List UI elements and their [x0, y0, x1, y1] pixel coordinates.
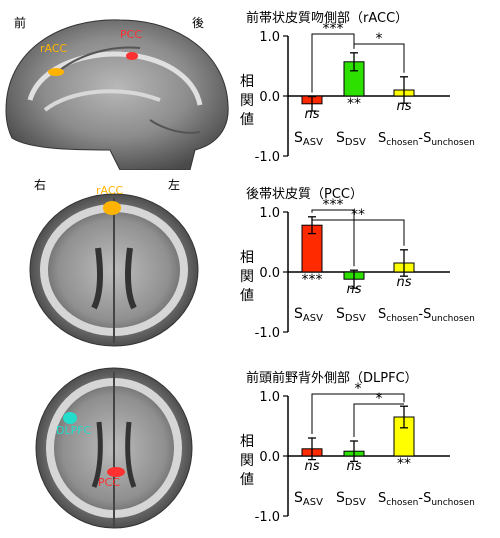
racc-axial-label: rACC	[96, 184, 124, 197]
y-tick-label-2-0: 1.0	[259, 206, 280, 221]
pcc-roi-marker	[126, 52, 138, 60]
category-label-asv-2: SASV	[294, 306, 323, 324]
chart-title-2: 後帯状皮質（PCC）	[246, 187, 363, 202]
racc-roi-marker	[48, 68, 64, 76]
sig-mark-dsv-2: ns	[346, 282, 361, 297]
y-tick-label-2-1: 0.0	[259, 266, 280, 281]
sig-mark-chosen-2: ns	[396, 275, 411, 290]
category-label-dsv-2: SDSV	[336, 306, 366, 324]
comparison-bracket-2-0	[311, 209, 355, 267]
ylabel-char-3-0: 相	[240, 434, 254, 450]
pcc-axial-marker	[107, 467, 125, 477]
y-tick-label-2-2: -1.0	[255, 326, 280, 341]
ylabel-char-2-2: 値	[240, 288, 254, 304]
left-label: 左	[168, 178, 181, 192]
category-label-chosen-1: Schosen-Sunchosen	[378, 131, 475, 148]
comparison-label-3-0: *	[355, 381, 362, 397]
ylabel-char-1-2: 値	[240, 112, 254, 128]
racc-roi-label: rACC	[40, 42, 68, 55]
axial-brain-image-2	[35, 367, 193, 529]
pcc-roi-label: PCC	[120, 28, 142, 41]
ylabel-char-1-0: 相	[240, 74, 254, 90]
chart-title-3: 前頭前野背外側部（DLPFC）	[246, 370, 418, 386]
y-tick-label-1-0: 1.0	[259, 30, 280, 45]
racc-axial-marker	[103, 201, 121, 215]
dlpfc-roi-label: DLPFC	[56, 424, 92, 437]
y-tick-label-3-2: -1.0	[255, 510, 280, 525]
sig-mark-asv-1: ns	[304, 107, 319, 122]
y-tick-label-3-1: 0.0	[259, 450, 280, 465]
category-label-asv-3: SASV	[294, 490, 323, 508]
sig-mark-dsv-1: **	[347, 96, 361, 112]
comparison-label-2-0: ***	[323, 197, 344, 213]
ylabel-char-1-1: 関	[240, 93, 254, 109]
category-label-chosen-3: Schosen-Sunchosen	[378, 491, 475, 508]
comparison-label-1-1: *	[376, 31, 383, 47]
sig-mark-asv-2: ***	[302, 272, 323, 288]
ylabel-char-3-1: 関	[240, 453, 254, 469]
axial-brain-image-1	[29, 193, 199, 347]
comparison-bracket-3-0	[311, 393, 405, 434]
ylabel-char-2-1: 関	[240, 269, 254, 285]
comparison-label-2-1: **	[351, 207, 365, 223]
category-label-dsv-3: SDSV	[336, 490, 366, 508]
sagittal-brain-image	[5, 19, 229, 170]
category-label-chosen-2: Schosen-Sunchosen	[378, 307, 475, 324]
dlpfc-roi-marker	[63, 412, 77, 424]
comparison-bracket-3-1	[353, 403, 404, 437]
anterior-label: 前	[14, 16, 27, 30]
right-label: 右	[34, 178, 47, 192]
category-label-asv-1: SASV	[294, 130, 323, 148]
chart-title-1: 前帯状皮質吻側部（rACC）	[246, 10, 408, 26]
sig-mark-chosen-3: **	[397, 456, 411, 472]
y-tick-label-3-0: 1.0	[259, 390, 280, 405]
ylabel-char-2-0: 相	[240, 250, 254, 266]
y-tick-label-1-2: -1.0	[255, 150, 280, 165]
comparison-bracket-1-0	[311, 33, 355, 93]
comparison-label-1-0: ***	[323, 21, 344, 37]
sig-mark-chosen-1: ns	[396, 99, 411, 114]
y-tick-label-1-1: 0.0	[259, 90, 280, 105]
sig-mark-dsv-3: ns	[346, 459, 361, 474]
posterior-label: 後	[192, 16, 205, 30]
sig-mark-asv-3: ns	[304, 459, 319, 474]
ylabel-char-3-2: 値	[240, 472, 254, 488]
comparison-bracket-2-1	[312, 219, 405, 246]
comparison-label-3-1: *	[376, 391, 383, 407]
category-label-dsv-1: SDSV	[336, 130, 366, 148]
comparison-bracket-1-1	[353, 43, 405, 73]
pcc-axial-label: PCC	[98, 476, 120, 489]
